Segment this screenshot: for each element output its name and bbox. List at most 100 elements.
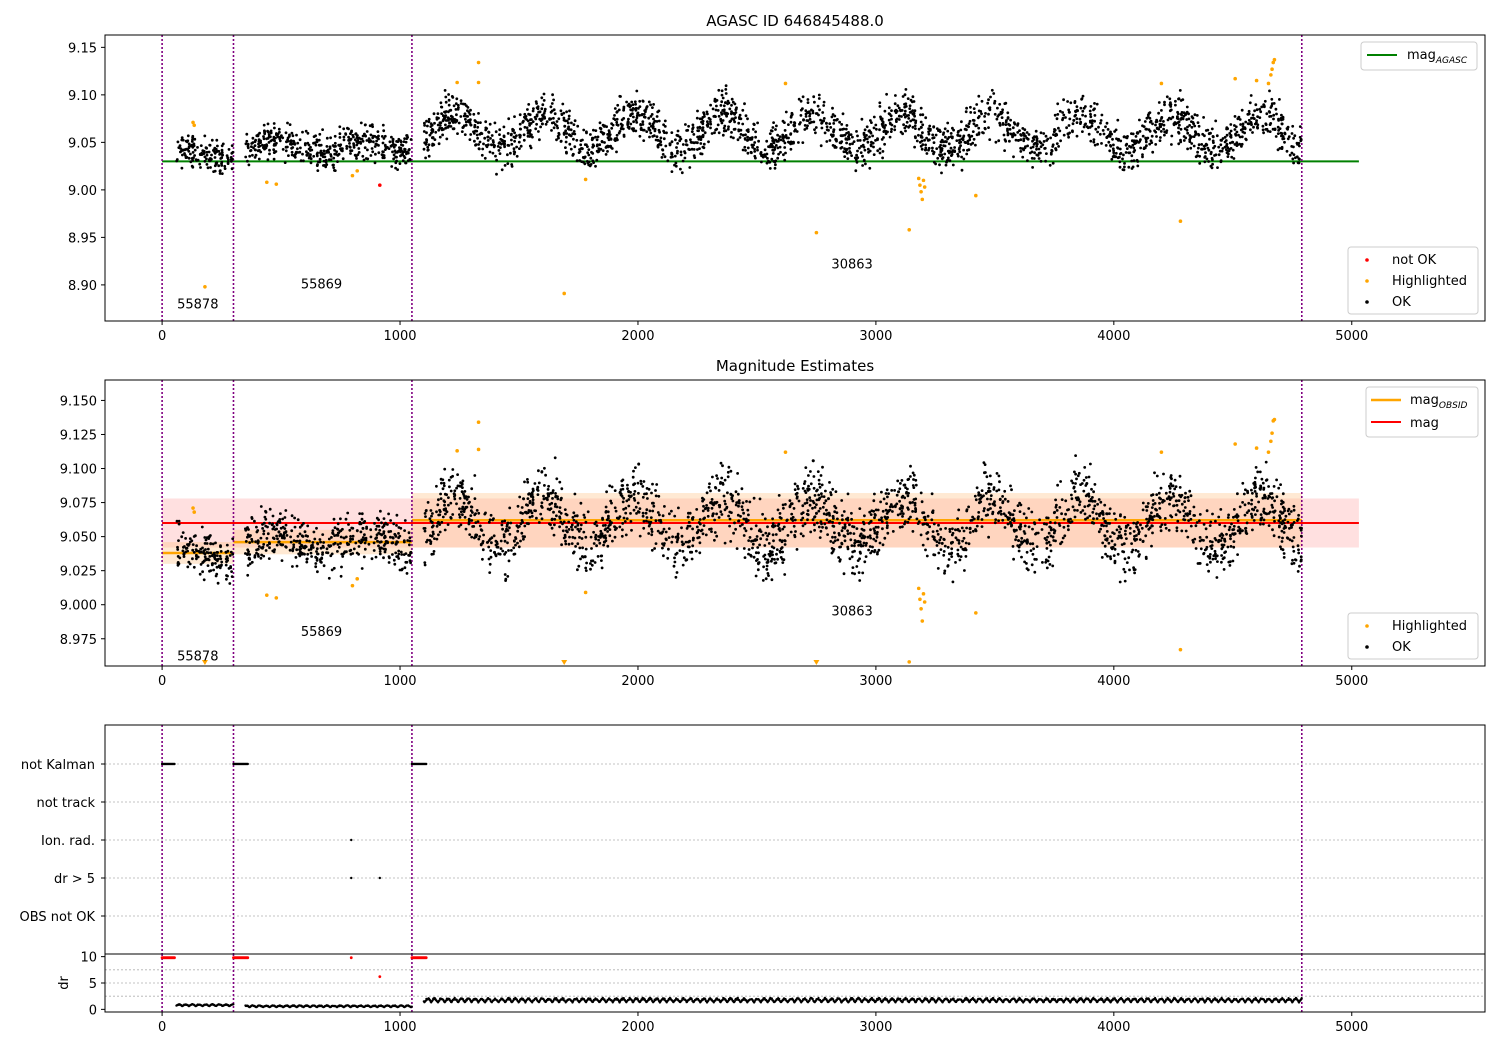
ok-point [371,150,375,154]
ok-point [1091,511,1095,514]
ok-point [828,122,832,125]
ok-point [465,104,468,108]
ok-point [676,149,679,153]
ok-point [306,131,310,135]
ok-point [853,572,856,576]
ok-point [193,137,197,141]
ok-point [566,121,570,125]
ok-point [579,139,583,143]
ok-point [608,135,611,138]
ok-point [552,126,556,130]
ok-point [1246,112,1250,116]
ok-point [723,508,727,512]
ok-point [456,132,459,136]
ok-point [408,539,412,543]
ok-point [911,484,915,487]
ok-point [1298,125,1302,128]
ok-point [1240,143,1243,147]
ok-point [726,491,729,495]
ok-point [449,125,453,128]
ok-point [1229,129,1233,133]
ok-point [855,153,858,157]
ok-point [817,498,821,502]
ok-point [763,148,767,152]
ok-point [734,107,738,111]
ok-point [1211,135,1215,138]
ok-point [642,526,646,530]
ok-point [528,129,532,133]
ok-point [462,124,466,128]
ok-point [993,112,997,116]
ok-point [1105,537,1109,540]
ok-point [869,536,872,540]
ok-point [440,105,444,109]
ok-point [1298,144,1301,148]
ok-point [468,138,472,142]
ok-point [290,529,294,533]
ok-point [266,544,269,547]
ok-point [374,537,377,540]
ok-point [451,513,455,516]
ok-point [470,487,474,491]
ok-point [1183,127,1187,131]
ok-point [962,536,966,540]
ok-point [698,147,701,151]
highlighted-point [1271,60,1276,65]
ok-point [477,112,480,115]
ok-point [407,531,411,535]
ok-point [402,539,406,543]
ok-point [1080,97,1083,101]
ok-point [447,124,451,128]
x-tick-label: 3000 [859,329,892,344]
ok-point [629,108,633,112]
ok-point [799,114,803,117]
ok-point [900,504,903,508]
ok-point [673,514,677,518]
ok-point [518,147,521,151]
ok-point [427,117,431,121]
ok-point [813,523,816,527]
ok-point [776,524,780,528]
ok-point [278,519,281,522]
ok-point [1281,548,1285,552]
ok-point [578,546,582,550]
ok-point [1217,145,1221,149]
ok-point [482,142,485,146]
ok-point [908,107,912,110]
ok-point [791,519,795,522]
ok-point [781,561,785,564]
ok-point [452,117,456,121]
ok-point [444,100,448,104]
ok-point [331,144,335,147]
ok-point [898,499,901,503]
ok-point [1088,514,1092,518]
ok-point [347,135,350,139]
ok-point [843,539,847,543]
ok-point [878,147,882,151]
ok-point [931,133,935,137]
ok-point [342,127,346,131]
ok-point [1194,155,1198,159]
ok-point [834,490,838,493]
ok-point [176,555,180,558]
ok-point [963,569,966,572]
ok-point [778,512,782,515]
ok-point [314,565,318,569]
ok-point [405,152,408,156]
ok-point [227,567,231,570]
ok-point [994,518,998,521]
ok-point [900,479,904,482]
ok-point [621,500,625,504]
ok-point [808,496,812,500]
ok-point [662,527,666,531]
ok-point [177,522,181,526]
ok-point [447,503,450,507]
ok-point [1189,494,1193,498]
ok-point [937,541,941,545]
ok-point [1096,142,1099,146]
ok-point [387,530,391,534]
ok-point [935,147,939,151]
ok-point [1008,127,1012,131]
ok-point [352,142,355,146]
ok-point [476,520,480,523]
